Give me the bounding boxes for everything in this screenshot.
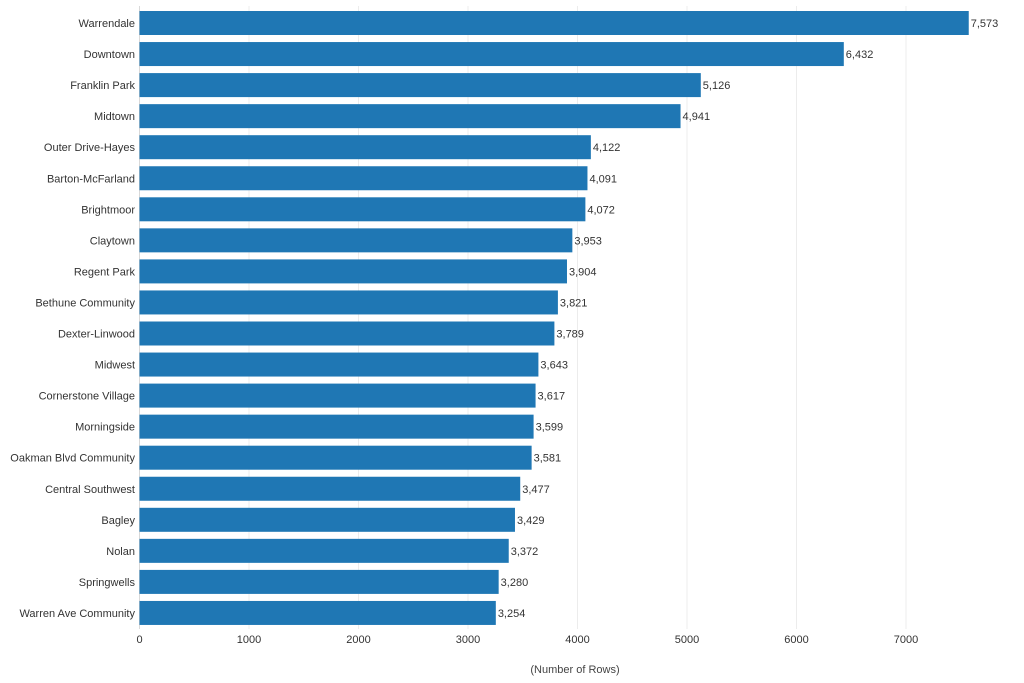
category-label: Nolan [106,546,135,558]
category-label: Central Southwest [45,484,135,496]
value-label: 4,072 [587,204,615,216]
category-label: Midtown [94,111,135,123]
bar [139,197,586,222]
category-label: Oakman Blvd Community [10,453,135,465]
category-labels: Warrendale Downtown Franklin Park Midtown Ou… [10,18,135,620]
bar [139,507,515,532]
bar [139,352,539,377]
value-label: 3,429 [517,515,545,527]
value-label: 3,477 [522,484,550,496]
value-label: 7,573 [971,18,999,30]
x-tick-label: 6000 [784,634,808,646]
x-tick-label: 1000 [237,634,261,646]
category-label: Warrendale [79,18,135,30]
category-label: Brightmoor [81,204,135,216]
category-label: Bagley [101,515,135,527]
x-tick-label: 3000 [456,634,480,646]
category-label: Franklin Park [70,80,135,92]
category-label: Dexter-Linwood [58,329,135,341]
category-label: Claytown [90,235,135,247]
category-label: Warren Ave Community [19,608,135,620]
bar [139,445,532,470]
bar [139,321,555,346]
category-label: Bethune Community [35,297,135,309]
bar [139,538,509,563]
value-label: 3,953 [574,235,602,247]
value-label: 3,581 [534,453,562,465]
bar [139,166,588,191]
category-label: Morningside [75,422,135,434]
value-label: 3,821 [560,297,588,309]
value-label: 6,432 [846,49,874,61]
gridlines [139,6,907,629]
value-label: 4,941 [683,111,711,123]
bar [139,259,567,284]
value-label: 5,126 [703,80,731,92]
category-label: Cornerstone Village [39,391,135,403]
category-label: Midwest [95,360,135,372]
value-label: 3,372 [511,546,539,558]
bar [139,135,591,160]
bar [139,290,558,315]
value-label: 3,789 [556,329,584,341]
x-tick-label: 0 [136,634,142,646]
bar [139,600,496,625]
value-label: 3,643 [540,360,568,372]
value-label: 3,599 [536,422,564,434]
category-label: Springwells [79,577,136,589]
bar [139,383,536,408]
x-axis-title: (Number of Rows) [530,664,619,676]
value-labels: 7,573 6,432 5,126 4,941 4,122 4,091 4,072 3,953… [498,18,998,620]
bars [139,11,969,625]
category-label: Barton-McFarland [47,173,135,185]
bar [139,476,521,501]
bar [139,414,534,439]
value-label: 4,122 [593,142,621,154]
value-label: 4,091 [589,173,617,185]
value-label: 3,617 [538,391,566,403]
bar [139,228,573,253]
category-label: Downtown [84,49,135,61]
x-tick-label: 5000 [675,634,699,646]
bar [139,104,681,129]
value-label: 3,904 [569,266,597,278]
value-label: 3,280 [501,577,529,589]
x-tick-label: 4000 [565,634,589,646]
x-axis-ticks: 0 1000 2000 3000 4000 5000 6000 7000 [136,634,918,646]
bar [139,11,969,35]
x-tick-label: 2000 [346,634,370,646]
category-label: Outer Drive-Hayes [44,142,136,154]
bar [139,73,701,98]
bar [139,42,844,67]
x-tick-label: 7000 [894,634,918,646]
category-label: Regent Park [74,266,136,278]
bar [139,569,499,594]
value-label: 3,254 [498,608,526,620]
